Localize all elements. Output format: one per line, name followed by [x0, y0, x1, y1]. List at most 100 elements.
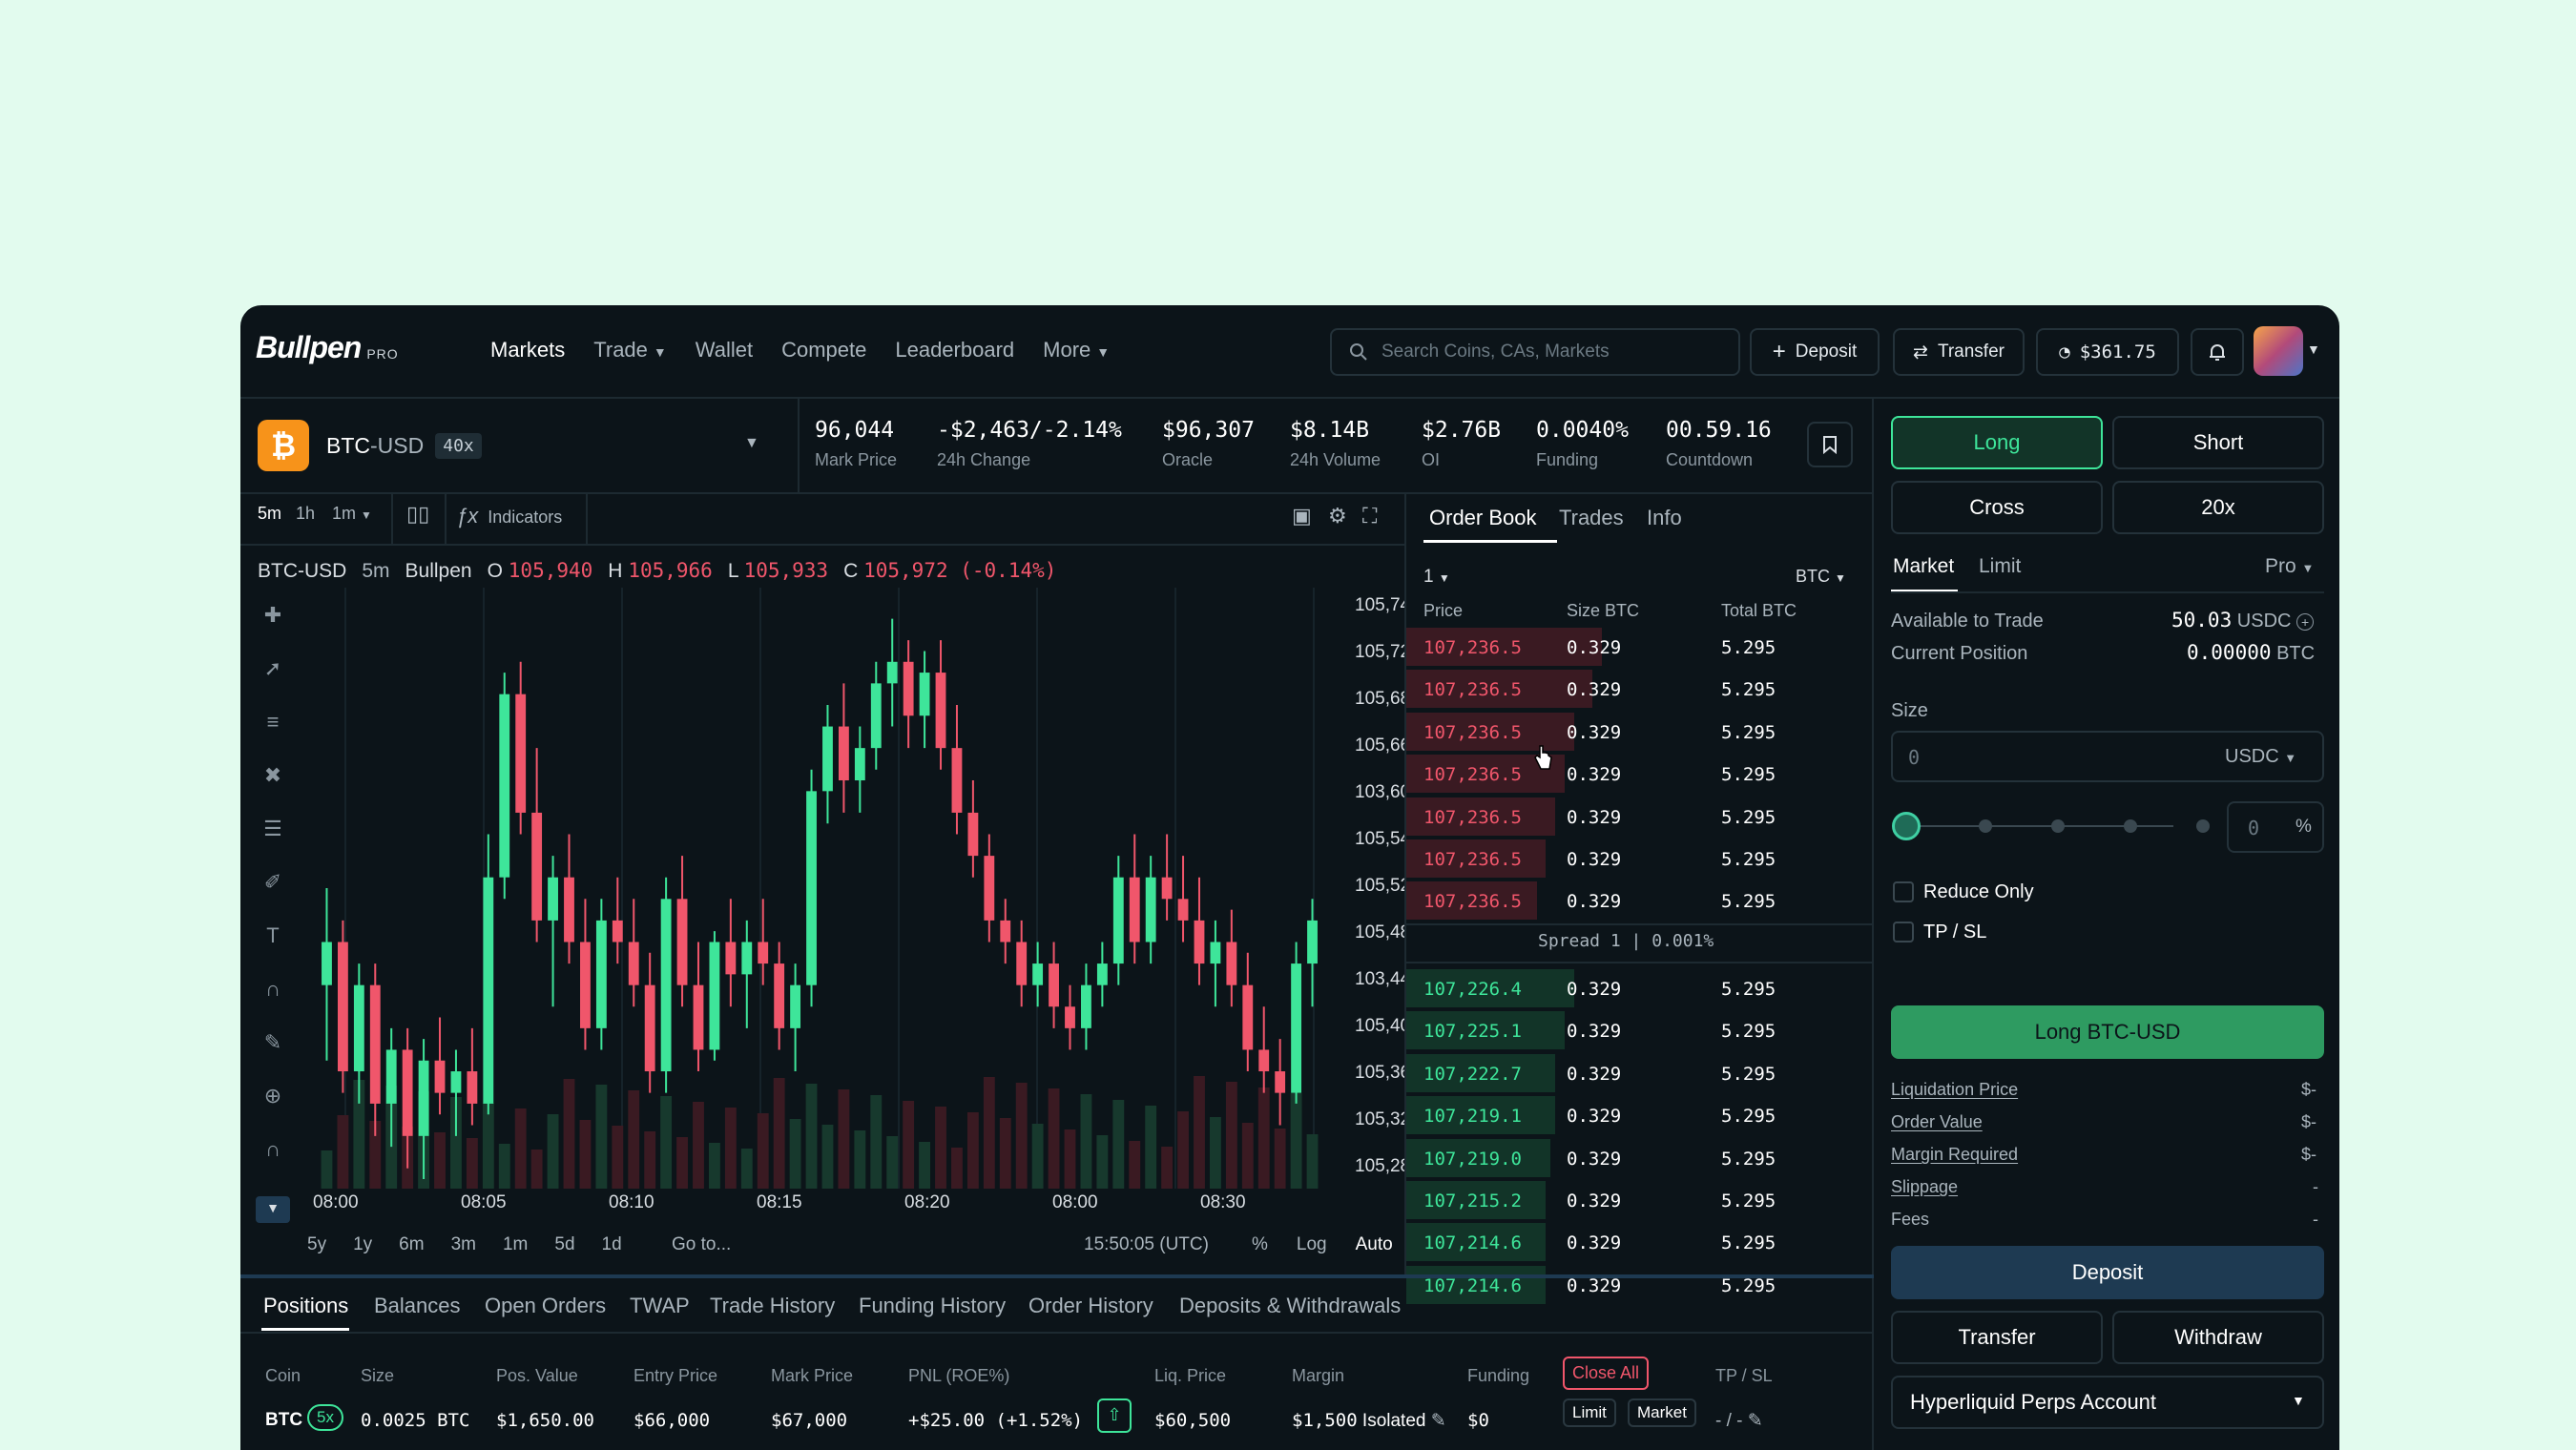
slider-step-50[interactable]: [2051, 819, 2065, 833]
ask-row[interactable]: 107,236.5 0.329 5.295: [1406, 626, 1872, 668]
order-type-market[interactable]: Market: [1893, 555, 1955, 577]
ask-row[interactable]: 107,236.5 0.329 5.295: [1406, 796, 1872, 838]
plus-circle-icon[interactable]: +: [2296, 613, 2315, 631]
candle[interactable]: [1129, 877, 1140, 942]
bid-row[interactable]: 107,222.7 0.329 5.295: [1406, 1052, 1872, 1094]
pattern-icon[interactable]: ✖: [263, 763, 282, 787]
candle[interactable]: [499, 694, 510, 878]
range-3m[interactable]: 3m: [450, 1234, 476, 1254]
interval-5m[interactable]: 5m: [258, 504, 282, 523]
pro-select[interactable]: Pro ▼: [2265, 555, 2314, 578]
pencil-icon[interactable]: ✎: [1430, 1411, 1446, 1431]
candle[interactable]: [1194, 920, 1205, 964]
short-tab[interactable]: Short: [2112, 416, 2324, 469]
candle[interactable]: [1307, 920, 1318, 964]
text-icon[interactable]: T: [266, 923, 280, 947]
tpsl-checkbox[interactable]: [1893, 922, 1914, 942]
order-value-label[interactable]: Order Value: [1891, 1112, 1983, 1131]
candle[interactable]: [967, 812, 979, 857]
search-input[interactable]: Search Coins, CAs, Markets: [1330, 328, 1740, 376]
ask-row[interactable]: 107,236.5 0.329 5.295: [1406, 753, 1872, 795]
tab-twap[interactable]: TWAP: [630, 1294, 690, 1317]
tab-trade-history[interactable]: Trade History: [710, 1294, 836, 1317]
candle[interactable]: [1112, 877, 1124, 964]
indicators-button[interactable]: ƒx Indicators: [456, 504, 562, 528]
brush-icon[interactable]: ✐: [263, 870, 282, 894]
reduce-only-checkbox[interactable]: [1893, 881, 1914, 902]
candle[interactable]: [434, 1060, 446, 1093]
tab-open-orders[interactable]: Open Orders: [485, 1294, 607, 1317]
bid-row[interactable]: 107,214.6 0.329 5.295: [1406, 1264, 1872, 1306]
ask-row[interactable]: 107,236.5 0.329 5.295: [1406, 838, 1872, 880]
account-select[interactable]: Hyperliquid Perps Account ▼: [1891, 1376, 2324, 1429]
candle[interactable]: [531, 812, 543, 921]
camera-icon[interactable]: ▣: [1292, 504, 1312, 528]
range-1y[interactable]: 1y: [353, 1234, 373, 1254]
close-limit-button[interactable]: Limit: [1563, 1398, 1616, 1427]
bid-row[interactable]: 107,214.6 0.329 5.295: [1406, 1221, 1872, 1263]
candle[interactable]: [418, 1060, 429, 1136]
close-all-button[interactable]: Close All: [1563, 1357, 1650, 1390]
ask-row[interactable]: 107,236.5 0.329 5.295: [1406, 711, 1872, 753]
candle[interactable]: [612, 920, 623, 942]
avatar-chevron-icon[interactable]: ▼: [2307, 342, 2320, 357]
candle[interactable]: [1032, 963, 1044, 985]
slider-step-100[interactable]: [2196, 819, 2210, 833]
candle[interactable]: [1081, 984, 1091, 1028]
candle[interactable]: [337, 942, 348, 1072]
candle[interactable]: [886, 661, 898, 684]
candle[interactable]: [984, 856, 995, 921]
candle[interactable]: [790, 984, 801, 1028]
range-1d[interactable]: 1d: [601, 1234, 622, 1254]
interval-1h[interactable]: 1h: [296, 504, 316, 523]
nav-trade[interactable]: Trade ▼: [593, 338, 667, 362]
candle[interactable]: [564, 877, 574, 942]
candle[interactable]: [644, 984, 655, 1072]
percent-toggle[interactable]: %: [1252, 1234, 1268, 1254]
candle[interactable]: [676, 899, 688, 985]
candle[interactable]: [369, 984, 381, 1104]
tab-info[interactable]: Info: [1647, 506, 1682, 529]
candle[interactable]: [580, 942, 591, 1028]
candle[interactable]: [1049, 963, 1059, 1007]
margin-required-label[interactable]: Margin Required: [1891, 1145, 2019, 1164]
candle[interactable]: [919, 673, 930, 716]
panel-withdraw-button[interactable]: Withdraw: [2112, 1311, 2324, 1364]
candle[interactable]: [854, 748, 865, 781]
candle[interactable]: [935, 673, 946, 749]
range-1m[interactable]: 1m: [502, 1234, 529, 1254]
auto-toggle[interactable]: Auto: [1355, 1234, 1393, 1254]
candle[interactable]: [709, 942, 720, 1050]
bid-row[interactable]: 107,225.1 0.329 5.295: [1406, 1009, 1872, 1051]
nav-markets[interactable]: Markets: [490, 338, 566, 362]
candle[interactable]: [774, 963, 785, 1028]
candle[interactable]: [402, 1049, 413, 1136]
log-toggle[interactable]: Log: [1296, 1234, 1327, 1254]
candle[interactable]: [1226, 942, 1237, 985]
grouping-select[interactable]: 1 ▼: [1423, 567, 1450, 588]
candle[interactable]: [1161, 877, 1173, 900]
bid-row[interactable]: 107,226.4 0.329 5.295: [1406, 967, 1872, 1009]
candle[interactable]: [1000, 920, 1011, 942]
percent-input[interactable]: 0 %: [2227, 801, 2324, 853]
candle[interactable]: [628, 942, 639, 985]
size-input[interactable]: 0 USDC ▼: [1891, 731, 2324, 782]
tab-trades[interactable]: Trades: [1559, 506, 1624, 529]
collapse-tools-button[interactable]: ▼: [256, 1196, 290, 1223]
candle[interactable]: [353, 984, 364, 1072]
tab-positions[interactable]: Positions: [263, 1294, 349, 1317]
candle[interactable]: [1242, 984, 1254, 1050]
tab-order-history[interactable]: Order History: [1028, 1294, 1153, 1317]
tab-order-book[interactable]: Order Book: [1429, 506, 1537, 529]
panel-divider[interactable]: [240, 1274, 1874, 1278]
candle[interactable]: [595, 920, 607, 1028]
candle[interactable]: [758, 942, 769, 964]
candle[interactable]: [741, 942, 753, 975]
margin-mode-button[interactable]: Cross: [1891, 481, 2103, 534]
submit-order-button[interactable]: Long BTC-USD: [1891, 1005, 2324, 1059]
slippage-label[interactable]: Slippage: [1891, 1177, 1959, 1196]
deposit-button[interactable]: + Deposit: [1750, 328, 1880, 376]
candle-type-icon[interactable]: ▯▯: [406, 502, 430, 526]
candle[interactable]: [693, 984, 704, 1050]
candle[interactable]: [515, 694, 527, 813]
